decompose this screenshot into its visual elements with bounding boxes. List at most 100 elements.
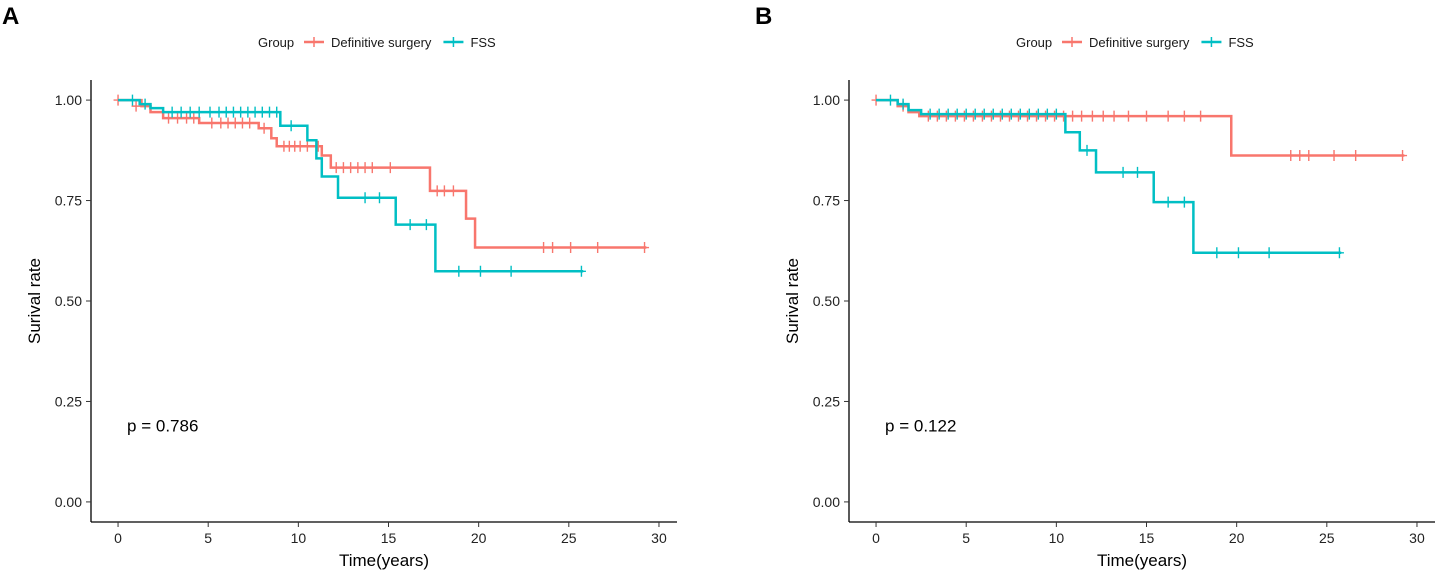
censor-mark	[952, 108, 962, 120]
censor-mark	[167, 106, 177, 118]
y-tick-label: 0.50	[55, 293, 82, 309]
series-definitive-surgery	[871, 94, 1408, 162]
censor-mark	[1398, 150, 1408, 162]
censor-mark	[986, 110, 996, 122]
censor-mark	[173, 112, 183, 124]
legend-title: Group	[258, 35, 294, 50]
y-tick-label: 0.25	[55, 393, 82, 409]
censor-mark	[539, 242, 549, 254]
legend-label: FSS	[1228, 35, 1254, 50]
censor-mark	[934, 108, 944, 120]
censor-mark	[1042, 108, 1052, 120]
censor-mark	[1041, 110, 1051, 122]
x-tick-label: 30	[651, 530, 667, 546]
x-tick-label: 30	[1409, 530, 1425, 546]
legend-key-fss	[443, 37, 464, 47]
censor-mark	[1163, 110, 1173, 122]
censor-mark	[286, 120, 296, 132]
censor-mark	[272, 106, 282, 118]
y-tick-label: 1.00	[55, 92, 82, 108]
x-tick-label: 0	[114, 530, 122, 546]
legend-label: FSS	[470, 35, 496, 50]
censor-mark	[977, 110, 987, 122]
censor-mark	[1013, 110, 1023, 122]
legend: Group Definitive surgery FSS	[1016, 35, 1254, 50]
censor-mark	[475, 265, 485, 277]
censor-mark	[194, 106, 204, 118]
censor-mark	[176, 106, 186, 118]
censor-mark	[1212, 247, 1222, 259]
censor-mark	[448, 185, 458, 197]
censor-mark	[1098, 110, 1108, 122]
x-tick-label: 10	[291, 530, 307, 546]
censor-mark	[1032, 110, 1042, 122]
y-tick-label: 0.00	[813, 494, 840, 510]
censor-mark	[1334, 247, 1344, 259]
legend: Group Definitive surgery FSS	[258, 35, 496, 50]
censor-mark	[1087, 110, 1097, 122]
y-axis-title: Surival rate	[25, 258, 44, 344]
censor-mark	[140, 98, 150, 110]
y-tick-label: 1.00	[813, 92, 840, 108]
censor-mark	[1077, 110, 1087, 122]
legend-label: Definitive surgery	[1089, 35, 1190, 50]
censor-mark	[374, 192, 384, 204]
censor-mark	[593, 242, 603, 254]
censor-mark	[885, 94, 895, 106]
censor-mark	[961, 108, 971, 120]
censor-mark	[439, 185, 449, 197]
x-tick-label: 25	[1319, 530, 1335, 546]
censor-mark	[127, 94, 137, 106]
censor-mark	[1051, 108, 1061, 120]
censor-mark	[506, 265, 516, 277]
y-axis-title: Surival rate	[783, 258, 802, 344]
censor-mark	[970, 108, 980, 120]
censor-mark	[1023, 110, 1032, 122]
y-tick-label: 0.25	[813, 393, 840, 409]
censor-mark	[1004, 110, 1014, 122]
panel-letter: A	[2, 3, 19, 30]
censor-mark	[131, 100, 141, 112]
censor-mark	[1304, 150, 1314, 162]
censor-mark	[979, 108, 989, 120]
censor-mark	[640, 242, 650, 254]
censor-mark	[1118, 166, 1128, 178]
p-value-annotation: p = 0.122	[885, 417, 956, 436]
censor-mark	[1351, 150, 1361, 162]
legend-key-fss	[1201, 37, 1222, 47]
censor-mark	[1264, 247, 1274, 259]
censor-mark	[576, 265, 586, 277]
censor-mark	[1123, 110, 1133, 122]
censor-mark	[1050, 110, 1060, 122]
censor-mark	[959, 110, 969, 122]
x-tick-label: 20	[1229, 530, 1245, 546]
censor-mark	[385, 162, 395, 174]
censor-mark	[205, 106, 215, 118]
censor-mark	[1006, 108, 1016, 120]
censor-mark	[925, 108, 935, 120]
censor-mark	[898, 98, 908, 110]
x-tick-label: 25	[561, 530, 577, 546]
censor-mark	[1033, 108, 1043, 120]
censor-mark	[968, 110, 978, 122]
censor-mark	[1179, 110, 1189, 122]
censor-mark	[1142, 110, 1152, 122]
series-fss	[876, 94, 1344, 259]
y-tick-label: 0.00	[55, 494, 82, 510]
x-tick-label: 0	[872, 530, 880, 546]
censor-mark	[245, 117, 255, 129]
censor-mark	[421, 219, 431, 231]
series-line-definitive-surgery	[876, 98, 1405, 157]
y-tick-label: 0.50	[813, 293, 840, 309]
censor-mark	[185, 106, 195, 118]
censor-mark	[1068, 110, 1078, 122]
censor-mark	[548, 242, 558, 254]
x-tick-label: 15	[381, 530, 397, 546]
censor-mark	[405, 219, 415, 231]
censor-mark	[454, 265, 464, 277]
censor-mark	[1286, 150, 1296, 162]
censor-mark	[259, 122, 269, 134]
censor-mark	[1179, 196, 1189, 208]
series-line-definitive-surgery	[118, 98, 647, 249]
